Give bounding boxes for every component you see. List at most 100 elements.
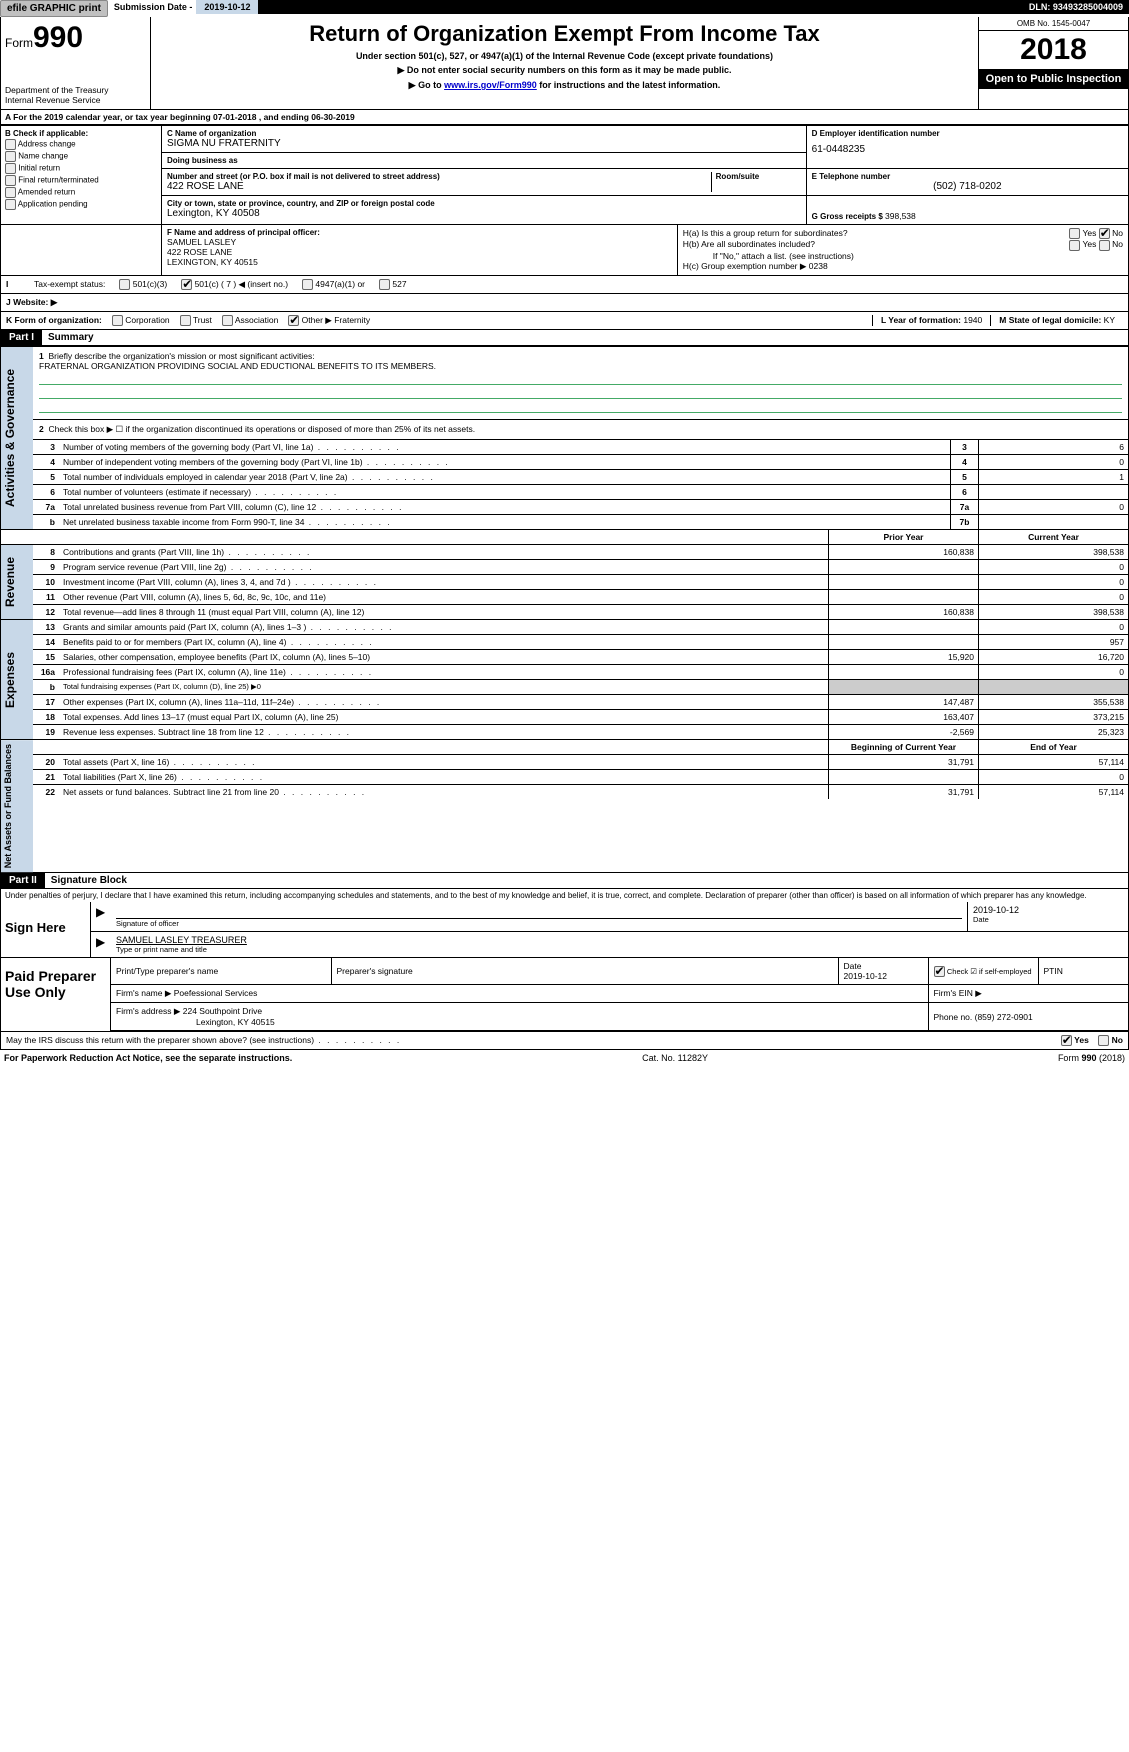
submission-label: Submission Date - <box>110 0 197 14</box>
i-527[interactable] <box>379 279 390 290</box>
prep-self-emp[interactable] <box>934 966 945 977</box>
sub3-post: for instructions and the latest informat… <box>537 80 721 90</box>
chk-name-change[interactable]: Name change <box>5 151 157 162</box>
line-21: 21Total liabilities (Part X, line 26)0 <box>33 769 1128 784</box>
row-i: I Tax-exempt status: 501(c)(3) 501(c) ( … <box>0 276 1129 294</box>
line-7a: 7aTotal unrelated business revenue from … <box>33 499 1128 514</box>
row-j: J Website: ▶ <box>0 294 1129 312</box>
row-a-tax-year: A For the 2019 calendar year, or tax yea… <box>0 110 1129 125</box>
omb-number: OMB No. 1545-0047 <box>979 17 1128 31</box>
form-990: 990 <box>33 21 83 54</box>
header-mid: Return of Organization Exempt From Incom… <box>151 17 978 109</box>
net-begin-hdr: Beginning of Current Year <box>828 740 978 754</box>
colb-title: B Check if applicable: <box>5 129 157 138</box>
irs-link[interactable]: www.irs.gov/Form990 <box>444 80 537 90</box>
prep-table-wrap: Print/Type preparer's name Preparer's si… <box>111 958 1128 1031</box>
line-8: 8Contributions and grants (Part VIII, li… <box>33 545 1128 559</box>
i-501c[interactable] <box>181 279 192 290</box>
ag-rows: 1 Briefly describe the organization's mi… <box>33 347 1128 529</box>
signer-name: SAMUEL LASLEY TREASURER <box>116 935 1123 945</box>
cell-c-city: City or town, state or province, country… <box>161 195 806 224</box>
rowa-mid: , and ending <box>257 112 312 122</box>
vlabel-expenses: Expenses <box>1 620 33 739</box>
hc-value: 0238 <box>809 261 828 271</box>
ha-label: H(a) Is this a group return for subordin… <box>683 228 848 239</box>
footer-mid: Cat. No. 11282Y <box>642 1053 708 1063</box>
ha-yes[interactable] <box>1069 228 1080 239</box>
section-expenses: Expenses 13Grants and similar amounts pa… <box>1 619 1128 739</box>
i-label: Tax-exempt status: <box>34 279 105 289</box>
line-1: 1 Briefly describe the organization's mi… <box>33 347 1128 419</box>
k-trust[interactable] <box>180 315 191 326</box>
sig-label: Signature of officer <box>116 919 962 928</box>
j-label: J Website: ▶ <box>6 297 57 307</box>
revenue-rows: 8Contributions and grants (Part VIII, li… <box>33 545 1128 619</box>
vlabel-revenue: Revenue <box>1 545 33 619</box>
vlabel-net: Net Assets or Fund Balances <box>1 740 33 872</box>
cell-d-phone: E Telephone number (502) 718-0202 <box>806 168 1128 195</box>
m-label: M State of legal domicile: <box>999 315 1103 325</box>
arrow-icon: ▶ <box>91 902 111 931</box>
cell-c-name: C Name of organization SIGMA NU FRATERNI… <box>161 125 806 152</box>
line-2: 2 Check this box ▶ ☐ if the organization… <box>33 419 1128 439</box>
hc-label: H(c) Group exemption number ▶ <box>683 261 809 271</box>
chk-amended[interactable]: Amended return <box>5 187 157 198</box>
row-f-h: F Name and address of principal officer:… <box>0 225 1129 276</box>
phone-value: (502) 718-0202 <box>812 181 1123 192</box>
net-rows: Beginning of Current YearEnd of Year 20T… <box>33 740 1128 872</box>
hb-no[interactable] <box>1099 240 1110 251</box>
org-name: SIGMA NU FRATERNITY <box>167 138 801 149</box>
dept-treasury: Department of the Treasury <box>5 85 146 95</box>
prep-date: 2019-10-12 <box>844 971 887 981</box>
footer-left: For Paperwork Reduction Act Notice, see … <box>4 1053 292 1063</box>
sign-date-label: Date <box>973 915 1123 924</box>
officer-addr: 422 ROSE LANE <box>167 247 672 257</box>
chk-app-pending[interactable]: Application pending <box>5 199 157 210</box>
chk-address-change[interactable]: Address change <box>5 139 157 150</box>
section-activities-governance: Activities & Governance 1 Briefly descri… <box>1 346 1128 529</box>
line-4: 4Number of independent voting members of… <box>33 454 1128 469</box>
i-501c3[interactable] <box>119 279 130 290</box>
k-other[interactable] <box>288 315 299 326</box>
chk-initial-return[interactable]: Initial return <box>5 163 157 174</box>
discuss-yes[interactable] <box>1061 1035 1072 1046</box>
part-i: Part ISummary Activities & Governance 1 … <box>0 330 1129 873</box>
efile-button[interactable]: efile GRAPHIC print <box>0 0 108 17</box>
signer-name-label: Type or print name and title <box>116 945 1123 954</box>
f-label: F Name and address of principal officer: <box>167 228 672 237</box>
paid-preparer-block: Paid Preparer Use Only Print/Type prepar… <box>0 958 1129 1032</box>
discuss-row: May the IRS discuss this return with the… <box>0 1032 1129 1050</box>
l1-label: Briefly describe the organization's miss… <box>48 351 314 361</box>
header-right: OMB No. 1545-0047 2018 Open to Public In… <box>978 17 1128 109</box>
sign-right: ▶ Signature of officer 2019-10-12 Date ▶… <box>91 902 1128 957</box>
expenses-rows: 13Grants and similar amounts paid (Part … <box>33 620 1128 739</box>
dba-label: Doing business as <box>167 156 801 165</box>
ha-no[interactable] <box>1099 228 1110 239</box>
footer-right: Form 990 (2018) <box>1058 1053 1125 1063</box>
line-7b: bNet unrelated business taxable income f… <box>33 514 1128 529</box>
line-3: 3Number of voting members of the governi… <box>33 439 1128 454</box>
submission-date: 2019-10-12 <box>196 0 258 14</box>
current-year-hdr: Current Year <box>978 530 1128 544</box>
line-18: 18Total expenses. Add lines 13–17 (must … <box>33 709 1128 724</box>
prior-year-hdr: Prior Year <box>828 530 978 544</box>
section-revenue: Revenue 8Contributions and grants (Part … <box>1 544 1128 619</box>
hb-yes[interactable] <box>1069 240 1080 251</box>
cell-d-ein: D Employer identification number 61-0448… <box>806 125 1128 168</box>
part-ii-tag: Part II <box>1 873 45 888</box>
k-corp[interactable] <box>112 315 123 326</box>
cell-g-gross: G Gross receipts $ 398,538 <box>806 195 1128 224</box>
col-b: B Check if applicable: Address change Na… <box>1 125 161 224</box>
prep-h3: Date <box>844 961 862 971</box>
i-4947[interactable] <box>302 279 313 290</box>
l2-text: Check this box ▶ ☐ if the organization d… <box>48 424 475 434</box>
prep-h2: Preparer's signature <box>331 958 838 985</box>
discuss-no[interactable] <box>1098 1035 1109 1046</box>
k-assoc[interactable] <box>222 315 233 326</box>
chk-final-return[interactable]: Final return/terminated <box>5 175 157 186</box>
line-5: 5Total number of individuals employed in… <box>33 469 1128 484</box>
part-ii-title: Signature Block <box>45 875 127 886</box>
shade-16b-c <box>978 680 1128 694</box>
irs: Internal Revenue Service <box>5 95 146 105</box>
ein-value: 61-0448235 <box>812 144 1123 155</box>
